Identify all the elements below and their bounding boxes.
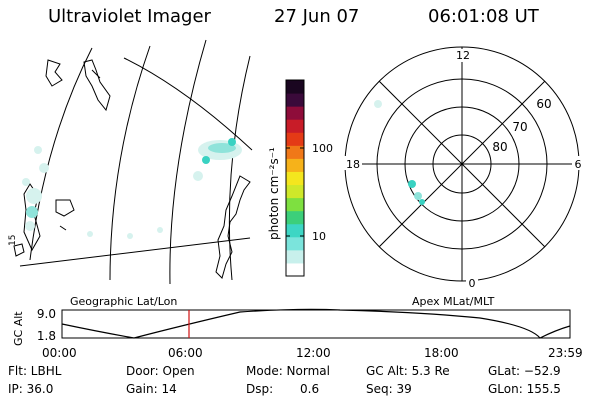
colorbar-swatch (286, 132, 304, 146)
glat-info: GLat: −52.9 (488, 364, 561, 378)
aurora-spot (26, 206, 38, 218)
colorbar-swatch (286, 197, 304, 212)
mlt-label-dusk: 18 (346, 158, 360, 171)
mlat-label: 80 (492, 140, 507, 154)
polar-plot-label: Apex MLat/MLT (412, 295, 495, 308)
mode-info: Mode: Normal (246, 364, 330, 378)
geographic-map (13, 39, 253, 285)
geographic-map-label: Geographic Lat/Lon (70, 295, 178, 308)
instrument-title: Ultraviolet Imager (48, 6, 211, 27)
polar-plot: 12 18 6 0 60 70 80 (344, 46, 584, 290)
colorbar-swatch (286, 158, 304, 172)
colorbar: 100 10 photon cm⁻²s⁻¹ (267, 79, 333, 277)
orbit-x-tick: 18:00 (424, 346, 459, 360)
aurora-spot (34, 146, 42, 154)
aurora-spot (414, 192, 422, 200)
colorbar-swatch (286, 171, 304, 186)
orbit-x-tick: 00:00 (42, 346, 77, 360)
door-info: Door: Open (126, 364, 195, 378)
aurora-spot (39, 163, 49, 173)
orbit-y-tick: 9.0 (37, 307, 56, 321)
ip-info: IP: 36.0 (8, 382, 54, 396)
colorbar-swatch (286, 262, 304, 277)
gc-alt-info: GC Alt: 5.3 Re (366, 364, 450, 378)
aurora-spot (127, 233, 133, 239)
seq-info: Seq: 39 (366, 382, 412, 396)
colorbar-tick-label: 100 (312, 142, 333, 155)
colorbar-swatch (286, 249, 304, 264)
colorbar-swatch (286, 184, 304, 199)
time-label: 06:01:08 UT (428, 6, 539, 27)
colorbar-swatch (286, 106, 304, 120)
aurora-spot (25, 221, 35, 231)
dsp-value: 0.6 (300, 382, 320, 396)
aurora-spot (408, 180, 416, 188)
colorbar-swatch (286, 80, 304, 94)
mlt-label-midnight: 0 (469, 277, 476, 290)
colorbar-swatch (286, 119, 304, 133)
orbit-x-tick: 06:00 (168, 346, 203, 360)
aurora-spot (22, 178, 30, 186)
mlat-label: 60 (536, 97, 551, 111)
aurora-spot (419, 199, 425, 205)
orbit-y-tick: 1.8 (37, 329, 56, 343)
aurora-emissions-map (22, 138, 242, 239)
aurora-spot (374, 100, 382, 108)
mlt-label-dawn: 6 (575, 158, 582, 171)
gain-info: Gain: 14 (126, 382, 177, 396)
aurora-spot (228, 138, 236, 146)
aurora-spot (26, 188, 42, 204)
colorbar-swatch (286, 93, 304, 107)
colorbar-tick-label: 10 (312, 230, 326, 243)
aurora-spot (87, 231, 93, 237)
aurora-spot (208, 143, 236, 153)
orbit-x-tick: 12:00 (296, 346, 331, 360)
aurora-spot (157, 227, 163, 233)
colorbar-swatch (286, 145, 304, 159)
colorbar-swatch (286, 236, 304, 251)
orbit-x-tick: 23:59 (548, 346, 583, 360)
map-edge-label: 15 (8, 234, 18, 246)
aurora-spot (202, 156, 210, 164)
mlt-label-noon: 12 (456, 49, 470, 62)
colorbar-unit-label: photon cm⁻²s⁻¹ (267, 147, 281, 240)
mlat-label: 70 (512, 120, 527, 134)
dsp-label: Dsp: (246, 382, 274, 396)
orbit-altitude-plot: GC Alt 9.0 1.8 (12, 307, 571, 346)
date-label: 27 Jun 07 (274, 6, 360, 27)
colorbar-swatch (286, 223, 304, 238)
colorbar-swatch (286, 210, 304, 225)
filter-info: Flt: LBHL (8, 364, 62, 378)
orbit-y-axis-label: GC Alt (12, 311, 25, 346)
glon-info: GLon: 155.5 (488, 382, 561, 396)
aurora-spot (193, 171, 203, 181)
